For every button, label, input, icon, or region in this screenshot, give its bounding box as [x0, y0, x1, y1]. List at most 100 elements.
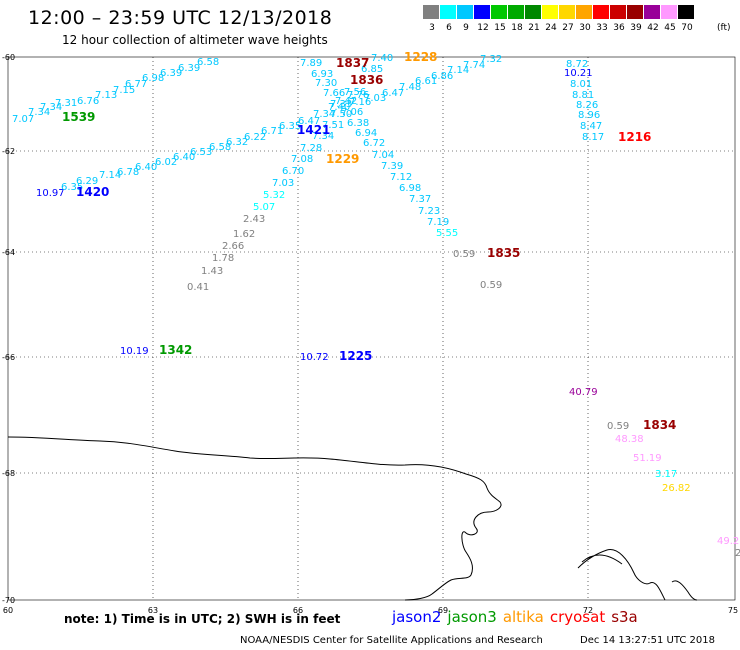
wave-height-value: 51.19 [633, 453, 662, 464]
wave-height-value: 7.48 [399, 82, 421, 93]
wave-height-value: 5.07 [253, 202, 275, 213]
wave-height-value: 2 [735, 548, 740, 559]
wave-height-value: 6.71 [261, 126, 283, 137]
legend-tick-label: 39 [630, 23, 642, 33]
wave-height-value: 7.08 [291, 154, 313, 165]
wave-height-value: 7.28 [300, 143, 322, 154]
longitude-tick-label: 60 [3, 606, 13, 615]
legend-swatch-24 [542, 5, 559, 19]
satellite-legend: jason2 jason3 altika cryosat s3a [392, 608, 644, 626]
latitude-tick-label: -66 [2, 353, 15, 362]
wave-height-value: 7.14 [99, 170, 121, 181]
wave-height-value: 1.62 [233, 229, 255, 240]
pass-time-label: 1835 [487, 246, 520, 260]
legend-swatch-42 [644, 5, 661, 19]
wave-height-value: 7.74 [463, 60, 485, 71]
longitude-tick-label: 66 [293, 606, 303, 615]
wave-height-value: 6.32 [226, 137, 248, 148]
legend-tick-label: 24 [545, 23, 557, 33]
pass-time-label: 1420 [76, 185, 109, 199]
wave-height-value: 10.97 [36, 188, 65, 199]
legend-swatch-12 [474, 5, 491, 19]
wave-height-value: 6.85 [361, 64, 383, 75]
pass-time-labels: 1539 1420 1421 1837 1836 1228 1229 1216 1835 1342… [62, 50, 676, 432]
pass-time-label: 1834 [643, 418, 676, 432]
wave-height-value: 7.42 [335, 96, 357, 107]
wave-height-value: 5.32 [263, 190, 285, 201]
pass-time-label: 1836 [350, 73, 383, 87]
wave-height-value: 7.34 [312, 131, 334, 142]
wave-height-value: 8.81 [572, 90, 594, 101]
latitude-tick-label: -70 [2, 596, 15, 605]
wave-height-value: 6.86 [431, 71, 453, 82]
latitude-tick-label: -62 [2, 147, 15, 156]
longitude-tick-label: 75 [728, 606, 738, 615]
pass-time-label: 1229 [326, 152, 359, 166]
satellite-jason2: jason2 [392, 608, 442, 626]
wave-height-labels: 7.077.347.347.31 6.767.137.156.776.986.39… [12, 53, 740, 559]
wave-height-value: 7.51 [322, 120, 344, 131]
map-subtitle: 12 hour collection of altimeter wave hei… [62, 33, 328, 47]
wave-height-value: 6.35 [61, 182, 83, 193]
wave-height-value: 7.12 [390, 172, 412, 183]
wave-height-value: 6.39 [178, 63, 200, 74]
wave-height-value: 6.94 [355, 128, 377, 139]
graticule [8, 57, 735, 600]
wave-height-value: 6.58 [197, 57, 219, 68]
longitude-tick-label: 72 [583, 606, 593, 615]
wave-height-value: 8.26 [576, 100, 598, 111]
antarctic-coastline [7, 436, 698, 601]
wave-height-value: 7.34 [28, 107, 50, 118]
wave-height-value: 2.66 [222, 241, 244, 252]
wave-height-value: 7.89 [300, 58, 322, 69]
wave-height-value: 6.98 [399, 183, 421, 194]
footnote: note: 1) Time is in UTC; 2) SWH is in fe… [64, 612, 341, 626]
legend-tick-label: 30 [579, 23, 591, 33]
wave-height-value: 6.70 [282, 166, 304, 177]
wave-height-value: 6.78 [117, 167, 139, 178]
pass-time-label: 1837 [336, 56, 369, 70]
legend-swatch-39 [627, 5, 644, 19]
map-frame [7, 56, 736, 601]
wave-height-value: 40.79 [569, 387, 598, 398]
legend-swatch-6 [440, 5, 457, 19]
axis-labels: 60 63 66 69 72 75 -60 -62 -64 -66 -68 -70 [2, 53, 738, 615]
legend-tick-label: 9 [463, 23, 469, 33]
wave-height-value: 7.39 [381, 161, 403, 172]
longitude-tick-label: 63 [148, 606, 158, 615]
legend-swatch-15 [491, 5, 508, 19]
wave-height-value: 6.40 [135, 162, 157, 173]
wave-height-value: 6.35 [279, 121, 301, 132]
latitude-tick-label: -68 [2, 469, 15, 478]
wave-height-value: 8.01 [570, 79, 592, 90]
wave-height-value: 3.17 [655, 469, 677, 480]
wave-height-value: 6.77 [125, 79, 147, 90]
wave-height-value: 48.38 [615, 434, 644, 445]
legend-tick-label: 21 [528, 23, 540, 33]
wave-height-value: 0.59 [607, 421, 629, 432]
legend-tick-label: 33 [596, 23, 608, 33]
wave-height-value: 6.29 [76, 176, 98, 187]
legend-tick-label: 45 [664, 23, 676, 33]
wave-height-value: 7.23 [418, 206, 440, 217]
wave-height-value: 7.19 [427, 217, 449, 228]
legend-tick-label: 15 [494, 23, 506, 33]
wave-height-value: 7.66 [323, 88, 345, 99]
wave-height-value: 7.32 [480, 54, 502, 65]
pass-time-label: 1342 [159, 343, 192, 357]
wave-height-value: 10.21 [564, 68, 593, 79]
wave-height-value: 7.33 [330, 99, 352, 110]
wave-height-value: 7.15 [113, 85, 135, 96]
wave-height-value: 26.82 [662, 483, 691, 494]
wave-height-value: 7.50 [330, 109, 352, 120]
legend-unit: (ft) [717, 23, 731, 33]
legend-tick-label: 12 [477, 23, 489, 33]
legend-swatch-33 [593, 5, 610, 19]
legend-swatch-36 [610, 5, 627, 19]
wave-height-value: 7.04 [372, 150, 394, 161]
latitude-tick-label: -60 [2, 53, 15, 62]
legend-tick-label: 36 [613, 23, 625, 33]
wave-height-value: 6.02 [155, 157, 177, 168]
wave-height-value: 7.03 [272, 178, 294, 189]
wave-height-value: 6.72 [363, 138, 385, 149]
